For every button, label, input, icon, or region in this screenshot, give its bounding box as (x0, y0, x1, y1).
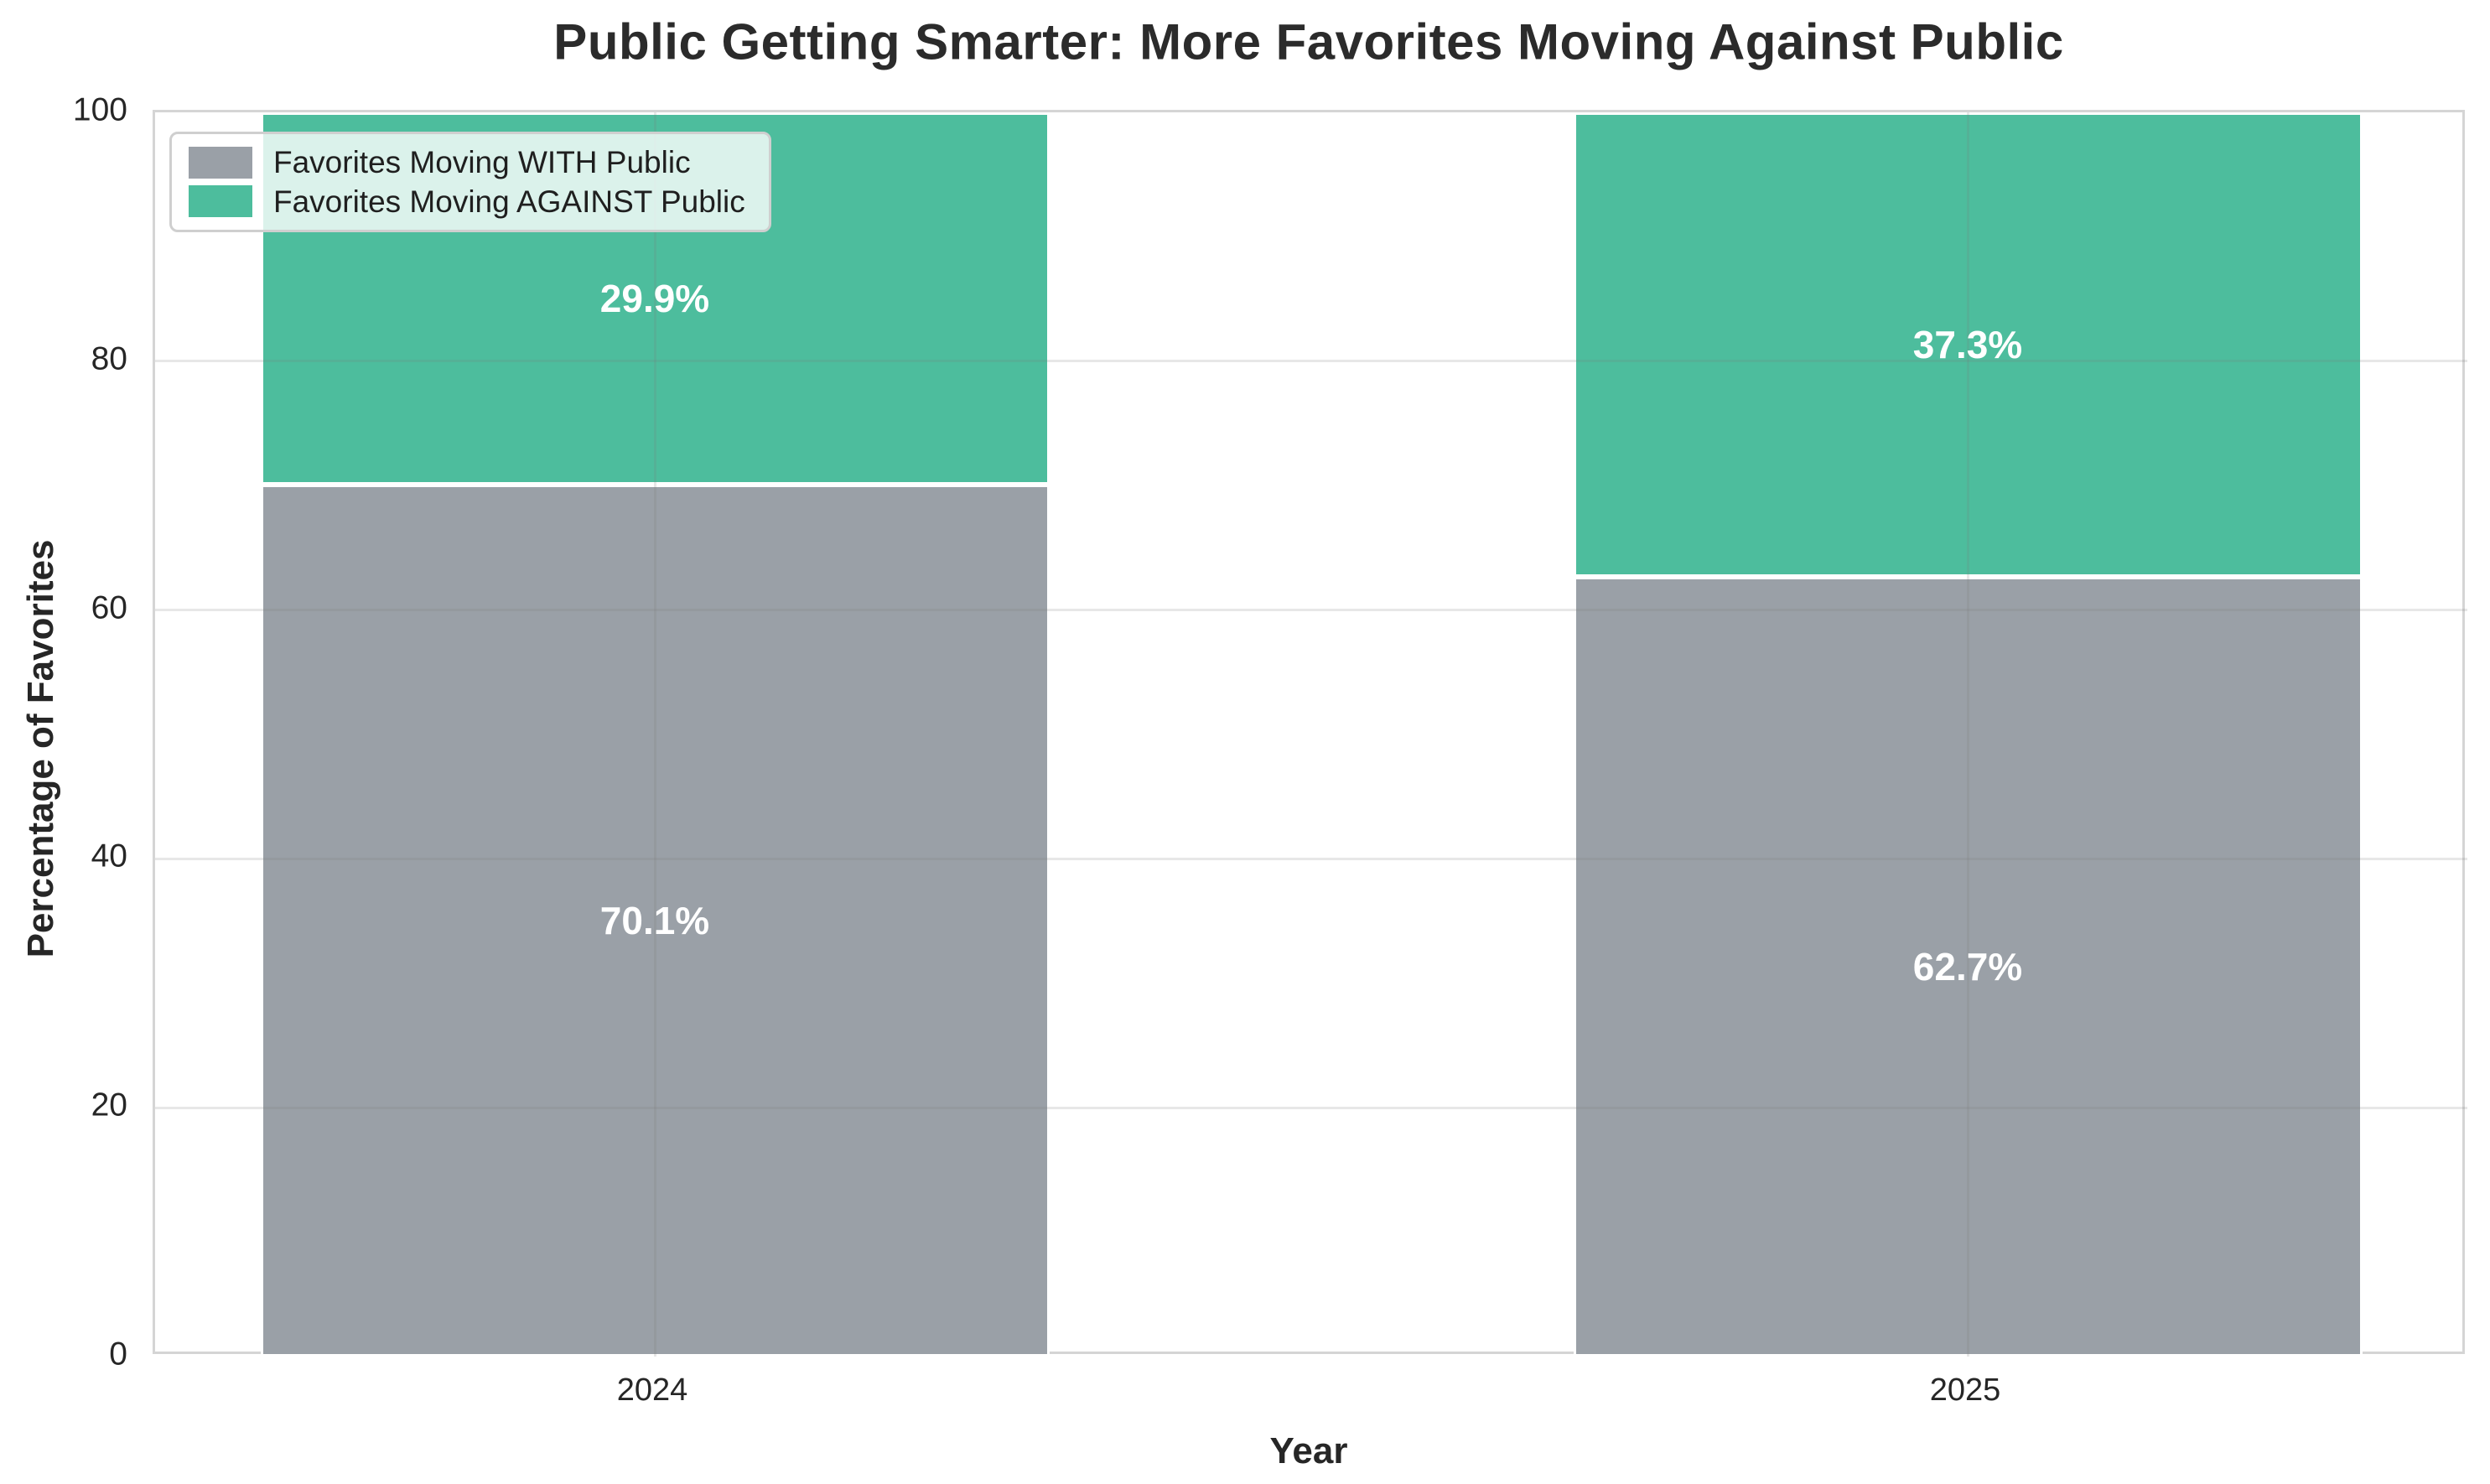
y-tick-100: 100 (72, 91, 127, 128)
plot-area: 70.1% 29.9% 62.7% 37.3% (153, 110, 2467, 1357)
bar-label-2024-with-public: 70.1% (599, 898, 710, 942)
gridline-y-20 (155, 1106, 2467, 1109)
chart-title: Public Getting Smarter: More Favorites M… (553, 13, 2064, 70)
legend-swatch-with-public (189, 146, 252, 179)
gridline-y-60 (155, 609, 2467, 612)
y-tick-40: 40 (91, 838, 127, 874)
gridline-y-40 (155, 857, 2467, 860)
bar-label-2024-against-public: 29.9% (599, 276, 710, 320)
bar-2024-with-public (260, 484, 1050, 1357)
bar-2025-against-public (1573, 112, 2363, 577)
gridline-x-2024 (653, 112, 656, 1357)
gridline-y-80 (155, 360, 2467, 363)
y-tick-0: 0 (109, 1336, 127, 1372)
x-axis-title: Year (1269, 1430, 1348, 1471)
x-tick-2025: 2025 (1929, 1372, 2001, 1408)
legend: Favorites Moving WITH Public Favorites Mo… (169, 132, 771, 232)
bar-label-2025-against-public: 37.3% (1912, 322, 2023, 366)
legend-item-with-public: Favorites Moving WITH Public (189, 145, 760, 180)
legend-label-against-public: Favorites Moving AGAINST Public (273, 184, 745, 219)
gridline-x-2025 (1966, 112, 1969, 1357)
legend-label-with-public: Favorites Moving WITH Public (273, 145, 691, 180)
y-tick-60: 60 (91, 589, 127, 626)
legend-swatch-against-public (189, 185, 252, 218)
x-tick-2024: 2024 (616, 1372, 688, 1408)
y-tick-20: 20 (91, 1087, 127, 1123)
bar-2025-with-public (1573, 576, 2363, 1357)
legend-item-against-public: Favorites Moving AGAINST Public (189, 184, 760, 219)
y-tick-80: 80 (91, 340, 127, 377)
bar-label-2025-with-public: 62.7% (1912, 944, 2023, 988)
y-axis-title: Percentage of Favorites (20, 539, 61, 958)
